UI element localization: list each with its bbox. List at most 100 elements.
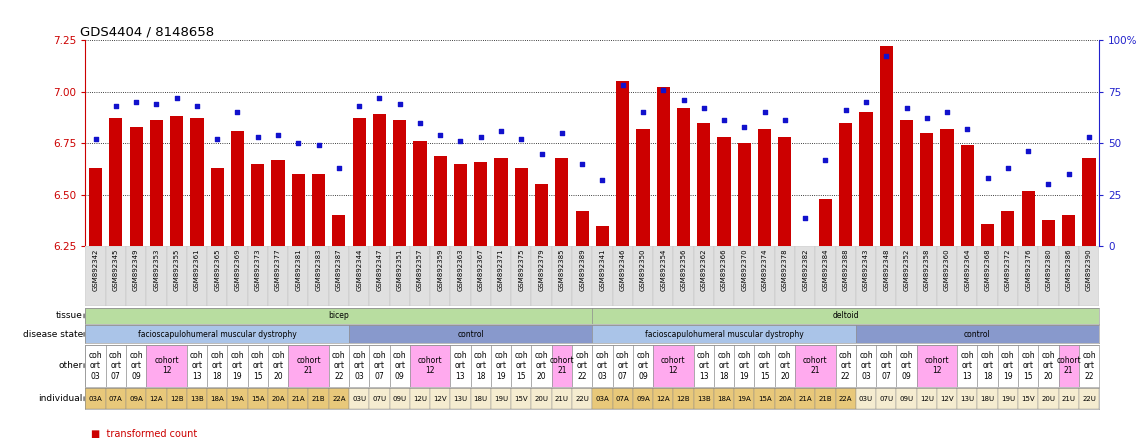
Bar — [231, 131, 244, 246]
Point — [654, 86, 672, 93]
Bar — [633, 345, 653, 387]
Bar — [819, 199, 831, 246]
Text: GSM892345: GSM892345 — [113, 248, 118, 290]
Bar — [410, 388, 431, 409]
Bar — [592, 308, 1099, 324]
Text: GSM892369: GSM892369 — [235, 248, 240, 291]
Bar — [816, 388, 836, 409]
Bar — [329, 246, 349, 306]
Bar — [613, 246, 633, 306]
Text: GSM892353: GSM892353 — [154, 248, 159, 291]
Bar — [592, 246, 613, 306]
Bar — [795, 388, 816, 409]
Text: GSM892366: GSM892366 — [721, 248, 727, 291]
Text: GDS4404 / 8148658: GDS4404 / 8148658 — [81, 26, 214, 39]
Text: 07U: 07U — [372, 396, 386, 402]
Text: 07U: 07U — [879, 396, 893, 402]
Bar — [109, 119, 122, 246]
Bar — [252, 164, 264, 246]
Text: GSM892377: GSM892377 — [274, 248, 281, 291]
Text: coh
ort
15: coh ort 15 — [757, 351, 771, 381]
Bar — [759, 129, 771, 246]
Text: 12A: 12A — [149, 396, 163, 402]
Text: deltoid: deltoid — [833, 311, 859, 321]
Point — [796, 214, 814, 221]
Bar — [228, 345, 247, 387]
Bar — [961, 145, 974, 246]
Point — [1059, 170, 1077, 178]
Text: 13U: 13U — [453, 396, 468, 402]
Text: 22U: 22U — [1082, 396, 1096, 402]
Point — [817, 156, 835, 163]
Bar — [393, 120, 407, 246]
Text: coh
ort
03: coh ort 03 — [352, 351, 366, 381]
Bar — [714, 246, 735, 306]
Text: GSM892346: GSM892346 — [620, 248, 625, 291]
Bar — [1018, 388, 1039, 409]
Point — [633, 109, 652, 116]
Text: coh
ort
18: coh ort 18 — [474, 351, 487, 381]
Bar — [1082, 158, 1096, 246]
Bar — [613, 345, 633, 387]
Text: cohort
12: cohort 12 — [418, 356, 442, 375]
Text: 07A: 07A — [109, 396, 123, 402]
Bar — [775, 345, 795, 387]
Bar — [917, 388, 937, 409]
Text: 09U: 09U — [393, 396, 407, 402]
Bar — [735, 345, 754, 387]
Bar — [312, 174, 325, 246]
Text: 20A: 20A — [271, 396, 285, 402]
Text: coh
ort
22: coh ort 22 — [575, 351, 589, 381]
Point — [674, 96, 693, 103]
Bar — [349, 388, 369, 409]
Text: 18A: 18A — [211, 396, 224, 402]
Point — [552, 129, 571, 136]
Bar — [150, 120, 163, 246]
Bar — [754, 345, 775, 387]
Text: 09U: 09U — [900, 396, 913, 402]
Polygon shape — [84, 332, 85, 337]
Point — [269, 131, 287, 139]
Text: GSM892347: GSM892347 — [376, 248, 383, 291]
Bar — [511, 388, 532, 409]
Bar — [349, 345, 369, 387]
Text: 03U: 03U — [352, 396, 367, 402]
Text: cohort
12: cohort 12 — [661, 356, 686, 375]
Text: 13U: 13U — [960, 396, 975, 402]
Bar — [718, 137, 730, 246]
Text: GSM892381: GSM892381 — [295, 248, 302, 291]
Text: 03U: 03U — [859, 396, 874, 402]
Text: 15V: 15V — [1022, 396, 1035, 402]
Bar — [613, 388, 633, 409]
Text: coh
ort
20: coh ort 20 — [778, 351, 792, 381]
Bar — [775, 388, 795, 409]
Bar — [657, 87, 670, 246]
Point — [1080, 134, 1098, 141]
Bar — [126, 246, 146, 306]
Text: GSM892358: GSM892358 — [924, 248, 929, 291]
Bar — [434, 155, 446, 246]
Bar — [247, 246, 268, 306]
Text: GSM892350: GSM892350 — [640, 248, 646, 291]
Bar — [775, 246, 795, 306]
Bar — [511, 345, 532, 387]
Bar — [372, 114, 386, 246]
Text: GSM892370: GSM892370 — [741, 248, 747, 291]
Bar — [1058, 246, 1079, 306]
Bar — [998, 388, 1018, 409]
Bar — [754, 388, 775, 409]
Bar — [1018, 345, 1039, 387]
Bar — [795, 246, 816, 306]
Bar — [329, 388, 349, 409]
Bar — [329, 345, 349, 387]
Bar — [798, 246, 812, 267]
Text: GSM892380: GSM892380 — [1046, 248, 1051, 291]
Text: 19A: 19A — [737, 396, 752, 402]
Bar — [349, 246, 369, 306]
Text: coh
ort
07: coh ort 07 — [109, 351, 123, 381]
Bar — [130, 127, 142, 246]
Text: coh
ort
03: coh ort 03 — [596, 351, 609, 381]
Point — [167, 94, 186, 101]
Bar — [694, 246, 714, 306]
Bar — [653, 388, 673, 409]
